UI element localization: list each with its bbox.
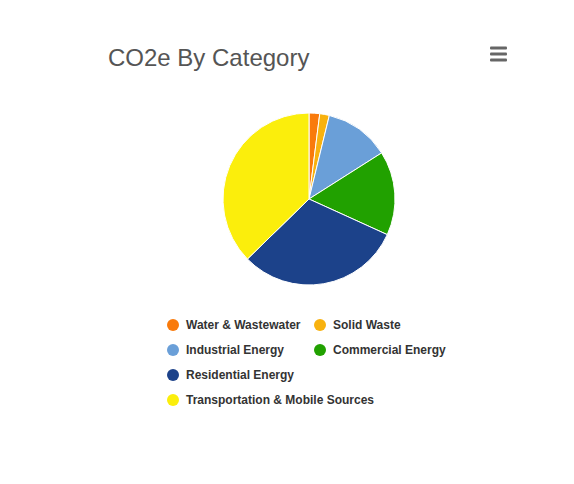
legend-item[interactable]: Residential Energy (167, 368, 294, 382)
legend-label: Water & Wastewater (186, 318, 301, 332)
legend-marker (167, 369, 179, 381)
legend-marker (167, 344, 179, 356)
legend-label: Transportation & Mobile Sources (186, 393, 374, 407)
pie (223, 113, 395, 285)
menu-bar[interactable] (490, 47, 507, 50)
menu-icon[interactable] (490, 47, 507, 62)
menu-bar[interactable] (490, 59, 507, 62)
menu-bar[interactable] (490, 53, 507, 56)
legend-item[interactable]: Industrial Energy (167, 343, 284, 357)
chart-title: CO2e By Category (108, 44, 309, 71)
legend-label: Solid Waste (333, 318, 401, 332)
legend-item[interactable]: Solid Waste (314, 318, 401, 332)
legend: Water & Wastewater Solid Waste Industrial … (167, 318, 446, 407)
legend-item[interactable]: Transportation & Mobile Sources (167, 393, 374, 407)
legend-marker (167, 319, 179, 331)
legend-label: Industrial Energy (186, 343, 284, 357)
legend-item[interactable]: Commercial Energy (314, 343, 446, 357)
legend-marker (167, 394, 179, 406)
pie-slice[interactable] (223, 113, 309, 259)
legend-label: Residential Energy (186, 368, 294, 382)
legend-marker (314, 319, 326, 331)
legend-item[interactable]: Water & Wastewater (167, 318, 301, 332)
legend-label: Commercial Energy (333, 343, 446, 357)
chart: CO2e By Category Water & Wastewater Solid … (0, 0, 574, 484)
legend-marker (314, 344, 326, 356)
